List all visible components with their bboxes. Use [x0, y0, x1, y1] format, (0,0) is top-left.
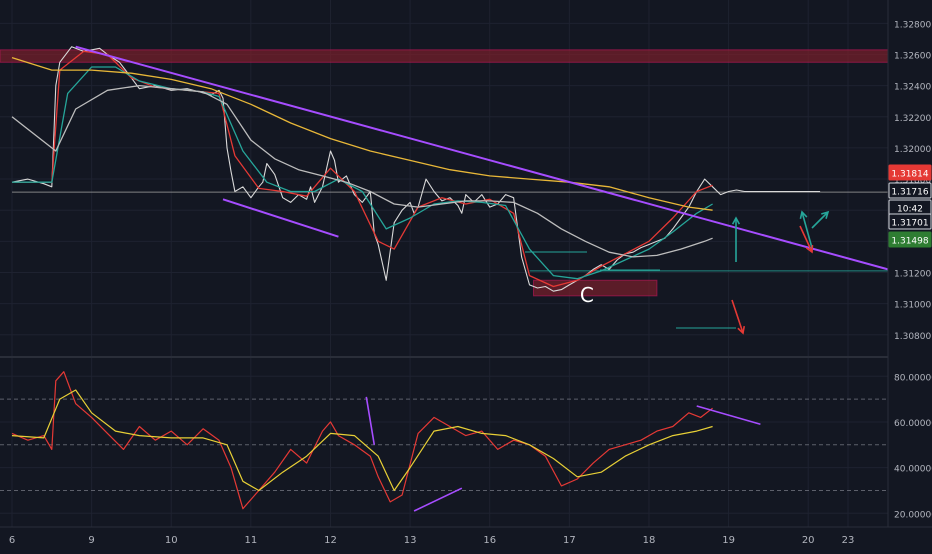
up-arrow-3: [801, 211, 813, 249]
zones-layer: [0, 49, 889, 297]
osc-tick-label-2: 40.00000: [894, 465, 932, 475]
up-arrow-2-head: [821, 210, 830, 219]
series-ma-mid: [12, 66, 713, 280]
time-tick-label-10: 20: [802, 535, 815, 546]
up-arrow-2: [811, 211, 829, 229]
levels-layer: [0, 191, 888, 491]
price-tag-1: [888, 182, 932, 199]
series-ma-slow: [11, 84, 713, 258]
annotation-label-0: C: [580, 283, 594, 307]
resistance-zone: [0, 49, 889, 63]
grid-layer: [0, 0, 932, 527]
price-tag-label-3: 1.31701: [891, 219, 928, 229]
price-tick-label-1: 1.32600: [894, 51, 931, 61]
price-tick-label-4: 1.32000: [894, 145, 931, 155]
price-tags-layer: 1.31814 1.31716 10:42 1.31701 1.31498: [888, 164, 932, 248]
down-arrow-2-head: [805, 244, 814, 254]
down-arrow-1: [731, 299, 744, 334]
price-tick-label-10: 1.30800: [894, 332, 931, 342]
support-box: [533, 279, 658, 297]
osc-tick-label-3: 20.00000: [894, 510, 932, 520]
price-tag-label-1: 1.31716: [891, 188, 928, 198]
price-tick-label-2: 1.32400: [894, 83, 931, 93]
down-arrow-1-head: [737, 325, 746, 335]
down-arrow-2: [799, 225, 813, 253]
time-tick-label-4: 12: [324, 535, 337, 546]
time-tick-label-11: 23: [842, 535, 855, 546]
osc-series-rsi-signal: [11, 389, 713, 492]
price-tag-label-4: 1.31498: [891, 237, 928, 247]
time-tick-label-8: 18: [643, 535, 656, 546]
price-tag-label-2: 10:42: [897, 205, 923, 215]
time-tick-label-9: 19: [722, 535, 735, 546]
price-tick-label-3: 1.32200: [894, 114, 931, 124]
osc-tick-label-1: 60.00000: [894, 419, 932, 429]
price-tick-label-8: 1.31200: [894, 269, 931, 279]
lower-channel-line: [222, 198, 339, 238]
price-tag-label-0: 1.31814: [891, 170, 928, 180]
time-tick-label-0: 6: [9, 535, 15, 546]
time-tick-label-1: 9: [88, 535, 94, 546]
osc-spike-line: [365, 396, 376, 445]
osc-series-rsi: [11, 371, 713, 510]
price-tag-0: [888, 164, 932, 181]
time-tick-label-2: 10: [165, 535, 178, 546]
price-tag-4: [888, 231, 932, 248]
time-tick-label-7: 17: [563, 535, 576, 546]
price-tick-label-0: 1.32800: [894, 20, 931, 30]
series-price: [11, 46, 821, 292]
price-axis-background: [888, 0, 932, 527]
price-tick-label-5: 1.31800: [894, 176, 931, 186]
descending-trendline: [75, 45, 889, 271]
time-tick-label-3: 11: [244, 535, 257, 546]
price-tag-3: [888, 213, 932, 230]
osc-upper-line: [696, 405, 761, 425]
series-ma-long: [11, 56, 713, 211]
arrows-layer: [525, 210, 830, 335]
divergence-line: [413, 487, 463, 512]
time-axis-background: [0, 527, 932, 550]
time-tick-label-6: 16: [483, 535, 496, 546]
series-ma-fast: [12, 50, 713, 288]
up-arrow-3-head: [799, 210, 808, 219]
up-arrow-1-head: [731, 216, 741, 225]
series-layer: [11, 46, 821, 510]
annotations-layer: C: [580, 283, 594, 307]
time-tick-label-5: 13: [404, 535, 417, 546]
osc-tick-label-0: 80.00000: [894, 373, 932, 383]
price-tick-label-9: 1.31000: [894, 301, 931, 311]
trendlines-layer: [75, 45, 889, 512]
